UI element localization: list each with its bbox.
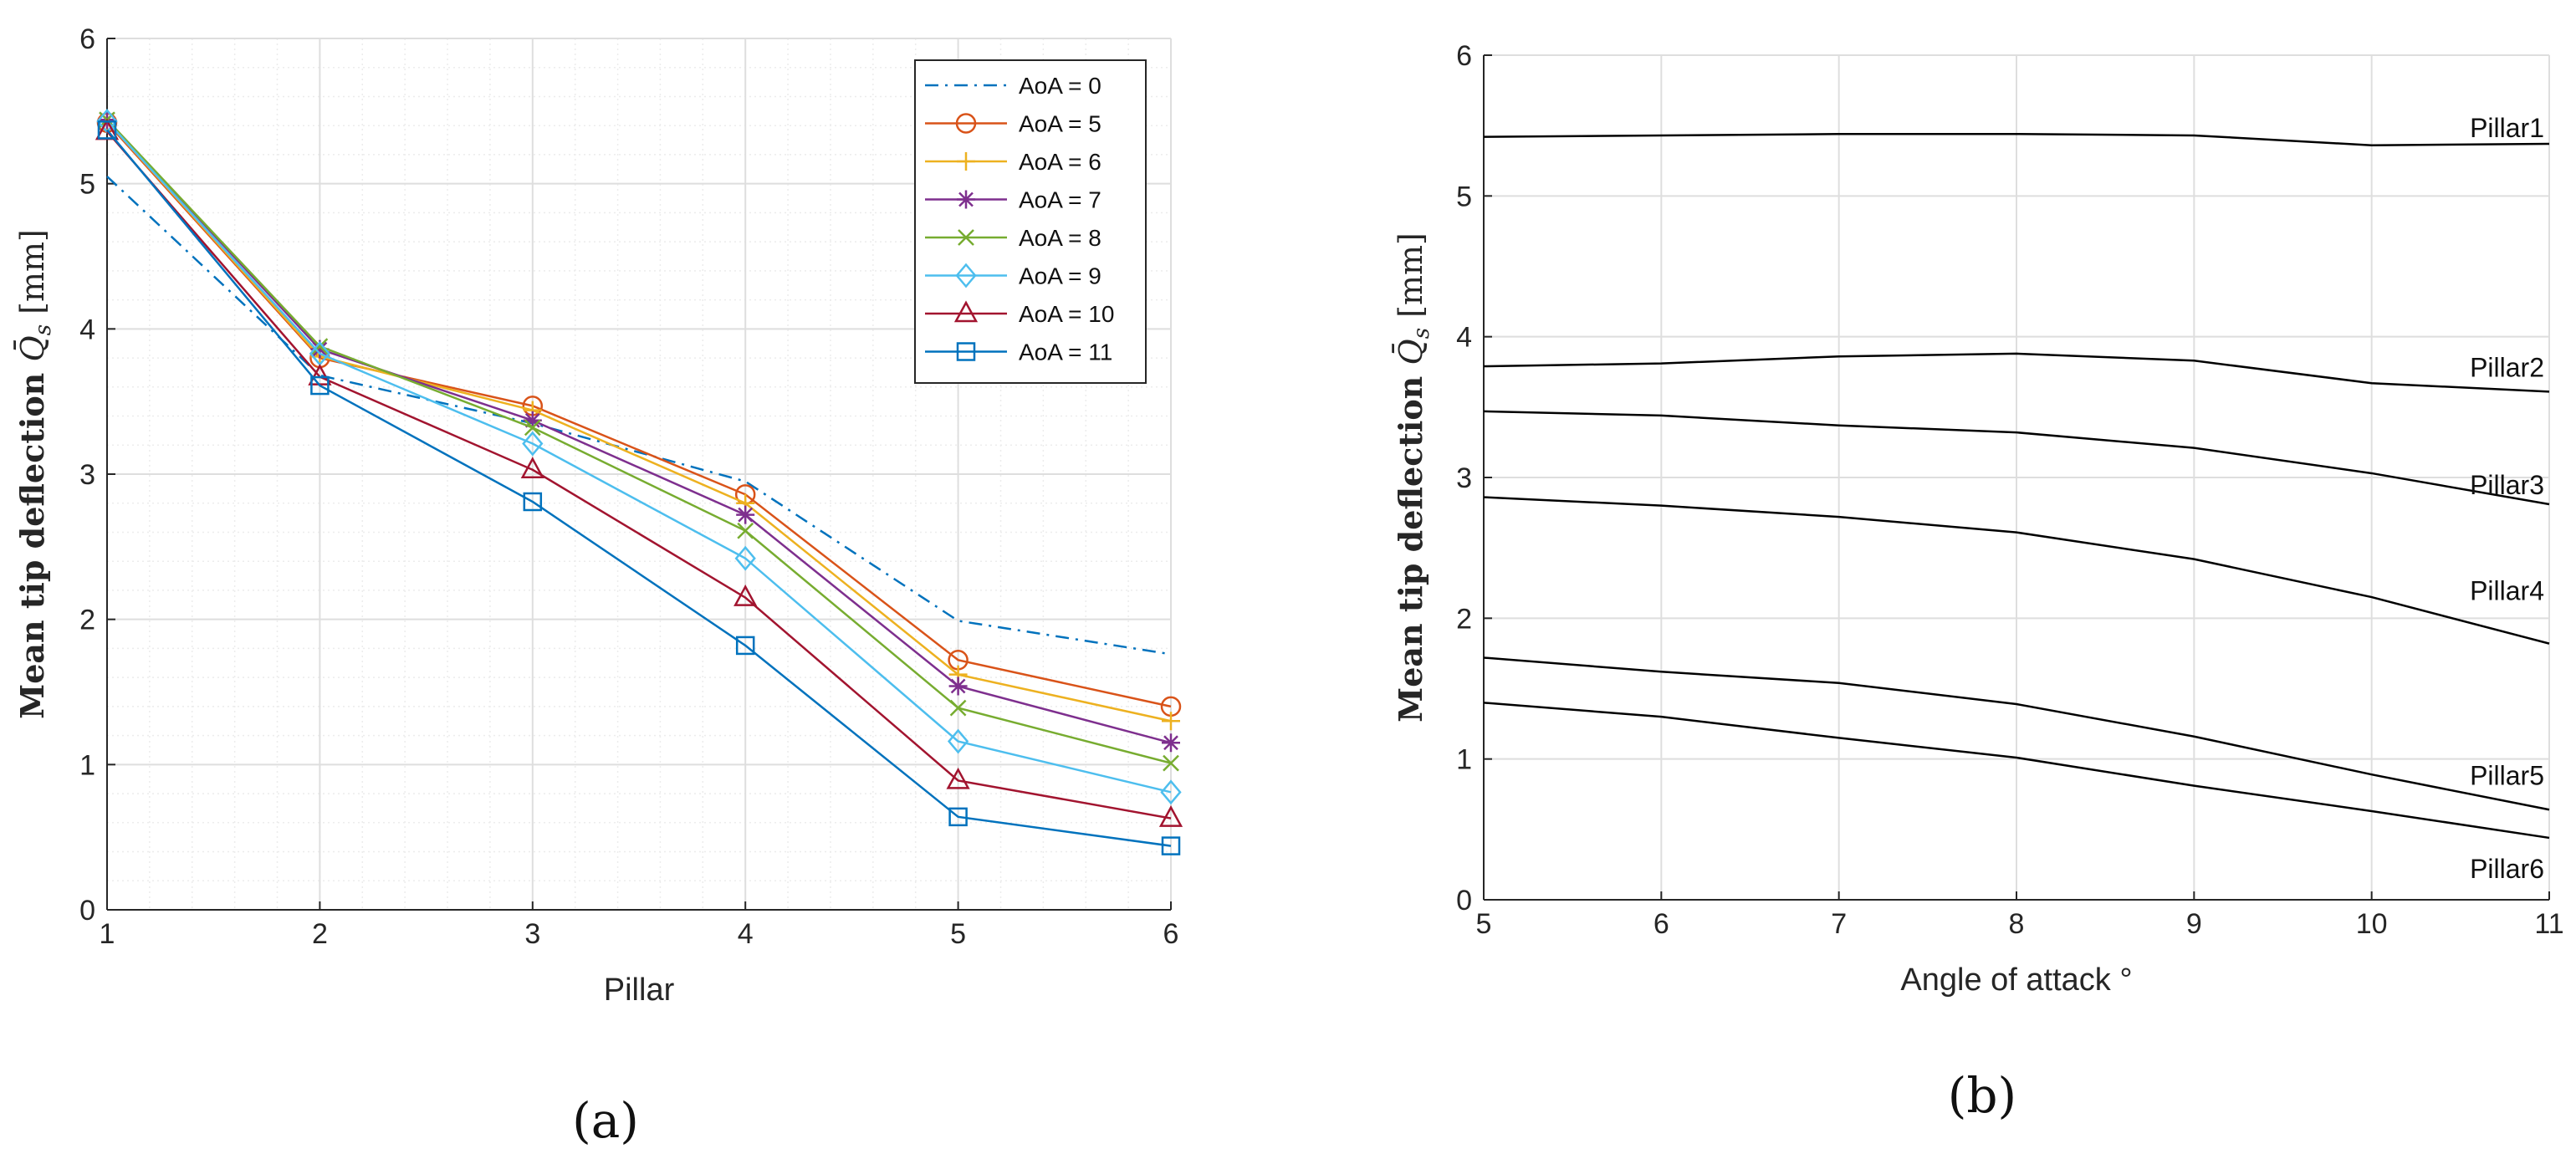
x-tick-label: 8 — [2009, 908, 2025, 940]
x-tick-label: 5 — [1476, 908, 1492, 940]
x-tick-label: 1 — [100, 918, 115, 950]
y-tick-label: 1 — [79, 749, 95, 781]
x-tick-label: 7 — [1831, 908, 1847, 940]
legend-entry: AoA = 8 — [1019, 225, 1101, 251]
data-point-marker — [1158, 804, 1183, 827]
data-point-marker — [946, 767, 970, 789]
x-axis-label: Angle of attack ° — [1900, 962, 2132, 998]
data-point-marker — [520, 457, 544, 479]
data-point-marker — [523, 492, 543, 512]
y-axis-label: Mean tip deflection Q̄s [mm] — [1392, 232, 1434, 722]
y-tick-label: 1 — [1456, 744, 1472, 776]
chart-panel-b: 5 6 7 8 9 10 11 0 1 2 3 4 5 6 Angle of attack ° Mean ti… — [1392, 40, 2564, 1124]
legend-entry: AoA = 5 — [1019, 111, 1101, 137]
data-point-marker — [737, 522, 754, 539]
series-line-aoa-8 — [106, 119, 1172, 764]
legend-marker — [958, 229, 974, 246]
y-tick-label: 3 — [79, 459, 95, 491]
legend-marker — [955, 263, 977, 288]
data-point-marker — [1162, 712, 1180, 731]
data-point-marker — [311, 338, 329, 355]
x-tick-label: 11 — [2534, 908, 2563, 940]
y-tick-label: 2 — [79, 605, 95, 636]
y-tick-label: 2 — [1456, 603, 1472, 635]
data-point-marker — [949, 699, 967, 717]
y-tick-label: 4 — [79, 314, 95, 345]
series-line-pillar6 — [1483, 702, 2550, 840]
y-tick-label: 6 — [79, 23, 95, 55]
y-tick-label: 6 — [1456, 40, 1472, 72]
series-line-pillar3 — [1483, 410, 2550, 506]
data-point-marker — [310, 340, 330, 359]
data-point-marker — [947, 728, 969, 754]
x-tick-label: 10 — [2356, 908, 2388, 940]
data-point-marker — [734, 545, 756, 571]
series-line-aoa-11 — [106, 129, 1172, 847]
series-line-pillar4 — [1483, 496, 2550, 645]
legend-entry: AoA = 9 — [1019, 263, 1101, 289]
legend-entry: AoA = 7 — [1019, 187, 1101, 213]
data-point-marker — [948, 807, 968, 827]
series-label-pillar2: Pillar2 — [2470, 352, 2544, 382]
series-line-pillar5 — [1483, 656, 2550, 811]
x-tick-label: 9 — [2186, 908, 2202, 940]
data-point-marker — [1161, 836, 1181, 855]
y-tick-label: 4 — [1456, 322, 1472, 354]
data-point-marker — [1162, 733, 1180, 753]
panel-caption: (a) — [572, 1092, 639, 1149]
legend-entry: AoA = 11 — [1019, 340, 1112, 365]
series-line-pillar1 — [1483, 133, 2550, 146]
series-line-aoa-9 — [106, 120, 1172, 794]
series-label-pillar5: Pillar5 — [2470, 760, 2544, 790]
series-label-pillar1: Pillar1 — [2470, 113, 2544, 143]
data-point-marker — [524, 419, 541, 437]
series-line-aoa-7 — [106, 119, 1172, 744]
panel-caption: (b) — [1948, 1067, 2016, 1124]
y-tick-label: 0 — [79, 895, 95, 927]
y-axis-label: Mean tip deflection Q̄s [mm] — [13, 229, 56, 719]
series-line-aoa-6 — [106, 120, 1172, 722]
legend-marker — [953, 300, 979, 323]
series-line-pillar2 — [1483, 352, 2550, 393]
data-point-marker — [735, 636, 755, 656]
data-point-marker — [733, 585, 758, 606]
x-tick-label: 3 — [524, 918, 540, 950]
series-label-pillar6: Pillar6 — [2470, 854, 2544, 884]
y-tick-label: 5 — [1456, 181, 1472, 212]
y-tick-label: 5 — [79, 169, 95, 201]
legend-box — [914, 59, 1147, 384]
x-tick-label: 4 — [738, 918, 754, 950]
x-tick-label: 6 — [1653, 908, 1669, 940]
data-point-marker — [1160, 779, 1182, 805]
data-point-marker — [736, 505, 755, 524]
data-point-marker — [522, 431, 544, 457]
legend-entry: AoA = 0 — [1019, 73, 1101, 99]
legend-marker — [957, 152, 975, 171]
data-point-marker — [948, 677, 968, 696]
x-tick-label: 6 — [1163, 918, 1179, 950]
legend-entry: AoA = 6 — [1019, 149, 1101, 175]
series-line-aoa-10 — [106, 130, 1172, 819]
data-point-marker — [1163, 754, 1179, 772]
series-label-pillar3: Pillar3 — [2470, 470, 2544, 500]
y-tick-label: 3 — [1456, 462, 1472, 494]
data-point-marker — [97, 120, 117, 140]
x-axis-label: Pillar — [604, 973, 675, 1008]
legend-marker — [956, 342, 976, 361]
series-label-pillar4: Pillar4 — [2470, 576, 2544, 606]
legend-marker — [955, 113, 977, 134]
legend-marker — [957, 190, 975, 209]
data-point-marker — [310, 375, 330, 396]
legend-entry: AoA = 10 — [1019, 301, 1114, 327]
x-tick-label: 5 — [950, 918, 966, 950]
data-point-marker — [523, 411, 542, 430]
y-tick-label: 0 — [1456, 885, 1472, 916]
x-tick-label: 2 — [312, 918, 328, 950]
